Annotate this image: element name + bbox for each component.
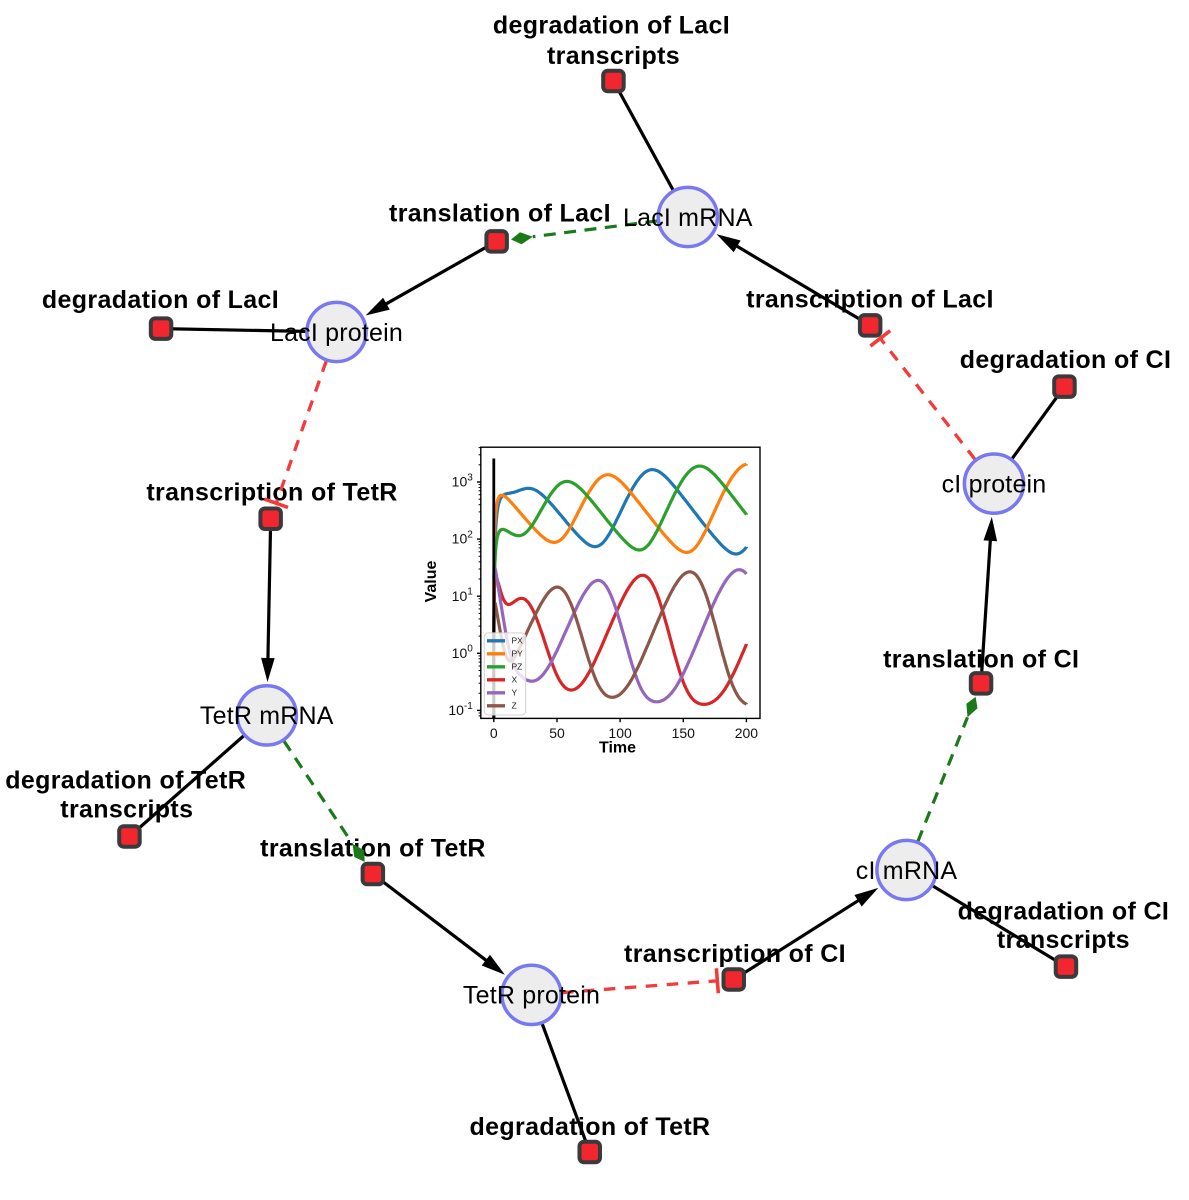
svg-text:cI protein: cI protein [942, 470, 1047, 498]
svg-text:degradation of LacI: degradation of LacI [493, 11, 730, 39]
svg-text:0: 0 [490, 725, 498, 741]
svg-text:translation of LacI: translation of LacI [389, 199, 611, 227]
svg-text:TetR protein: TetR protein [463, 982, 600, 1010]
svg-text:200: 200 [735, 725, 759, 741]
svg-text:Value: Value [423, 561, 440, 603]
svg-text:PX: PX [512, 636, 524, 646]
svg-text:transcripts: transcripts [997, 926, 1130, 954]
svg-text:X: X [512, 675, 518, 685]
svg-text:100: 100 [608, 725, 632, 741]
svg-text:50: 50 [549, 725, 565, 741]
svg-text:LacI mRNA: LacI mRNA [623, 204, 753, 232]
svg-text:transcription of CI: transcription of CI [624, 940, 846, 968]
svg-text:degradation of TetR: degradation of TetR [5, 766, 246, 794]
svg-text:Time: Time [599, 740, 636, 757]
svg-text:degradation of TetR: degradation of TetR [470, 1113, 711, 1141]
svg-text:translation of TetR: translation of TetR [260, 834, 486, 862]
svg-text:degradation of LacI: degradation of LacI [42, 286, 279, 314]
svg-text:TetR mRNA: TetR mRNA [200, 702, 334, 730]
svg-text:PZ: PZ [512, 662, 523, 672]
svg-text:degradation of CI: degradation of CI [960, 346, 1172, 374]
svg-text:cI mRNA: cI mRNA [856, 857, 958, 885]
svg-text:transcription of LacI: transcription of LacI [746, 285, 994, 313]
svg-text:Z: Z [512, 701, 517, 711]
svg-text:150: 150 [672, 725, 696, 741]
svg-text:PY: PY [512, 649, 524, 659]
svg-text:transcripts: transcripts [547, 42, 680, 70]
svg-text:LacI protein: LacI protein [270, 319, 403, 347]
svg-text:Y: Y [512, 688, 518, 698]
